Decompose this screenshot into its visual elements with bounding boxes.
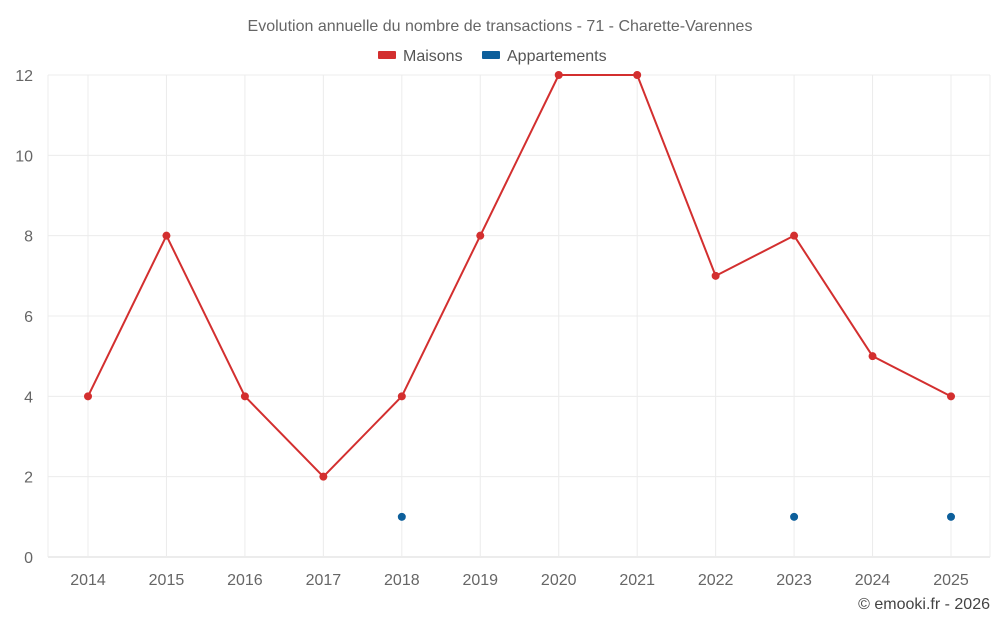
x-tick-label: 2015	[149, 572, 185, 589]
point-maisons-2017[interactable]	[319, 472, 328, 481]
x-axis-ticks: 2014 2015 2016 2017 2018 2019 2020 2021 2022 2023…	[70, 572, 969, 589]
legend-swatch-maisons[interactable]	[378, 51, 396, 59]
point-appartements-2023[interactable]	[790, 512, 799, 521]
legend: Maisons Appartements	[378, 48, 607, 65]
y-tick-label: 4	[24, 389, 33, 406]
x-tick-label: 2025	[933, 572, 969, 589]
y-tick-label: 0	[24, 550, 33, 567]
y-tick-label: 2	[24, 470, 33, 487]
legend-label-maisons[interactable]: Maisons	[403, 48, 463, 65]
point-maisons-2024[interactable]	[868, 352, 877, 361]
point-maisons-2019[interactable]	[476, 231, 485, 240]
y-tick-label: 8	[24, 229, 33, 246]
point-maisons-2025[interactable]	[947, 392, 955, 401]
x-tick-label: 2023	[776, 572, 812, 589]
y-tick-label: 10	[15, 148, 33, 165]
x-tick-label: 2017	[306, 572, 342, 589]
point-appartements-2025[interactable]	[947, 512, 955, 521]
y-axis-ticks: 0 2 4 6 8 10 12	[15, 68, 33, 567]
x-tick-label: 2020	[541, 572, 577, 589]
x-tick-label: 2019	[462, 572, 498, 589]
point-maisons-2021[interactable]	[633, 71, 642, 79]
series-maisons	[84, 71, 955, 481]
point-appartements-2018[interactable]	[397, 512, 406, 521]
series-appartements	[397, 512, 955, 521]
credit-text: © emooki.fr - 2026	[858, 596, 990, 613]
point-maisons-2020[interactable]	[554, 71, 563, 79]
point-maisons-2016[interactable]	[240, 392, 249, 401]
point-maisons-2023[interactable]	[790, 231, 799, 240]
chart-title: Evolution annuelle du nombre de transact…	[248, 18, 753, 35]
legend-label-appartements[interactable]: Appartements	[507, 48, 607, 65]
grid	[47, 74, 991, 558]
point-maisons-2014[interactable]	[84, 392, 92, 401]
x-tick-label: 2014	[70, 572, 106, 589]
legend-swatch-appartements[interactable]	[482, 51, 500, 59]
x-tick-label: 2021	[619, 572, 655, 589]
series	[84, 71, 955, 521]
point-maisons-2015[interactable]	[162, 231, 171, 240]
y-tick-label: 12	[15, 68, 33, 85]
point-maisons-2022[interactable]	[711, 271, 720, 280]
x-tick-label: 2024	[855, 572, 891, 589]
x-tick-label: 2018	[384, 572, 420, 589]
point-maisons-2018[interactable]	[397, 392, 406, 401]
series-line-maisons	[87, 74, 952, 478]
y-tick-label: 6	[24, 309, 33, 326]
x-tick-label: 2022	[698, 572, 734, 589]
x-tick-label: 2016	[227, 572, 263, 589]
